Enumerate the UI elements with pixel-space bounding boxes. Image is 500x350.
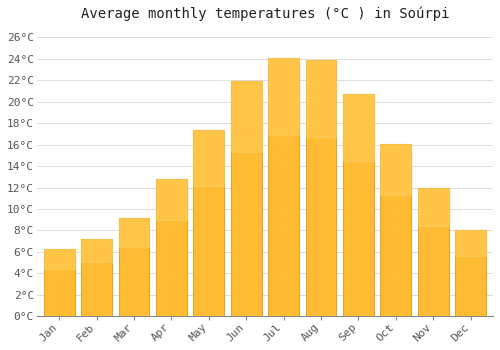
Bar [456, 230, 486, 316]
Bar [44, 248, 74, 269]
Title: Average monthly temperatures (°C ) in Soúrpi: Average monthly temperatures (°C ) in So… [80, 7, 449, 21]
Bar [156, 179, 186, 316]
Bar [268, 58, 299, 316]
Bar [418, 188, 448, 226]
Bar [380, 144, 411, 195]
Bar [118, 217, 150, 316]
Bar [456, 230, 486, 256]
Bar [380, 144, 411, 316]
Bar [231, 82, 262, 152]
Bar [194, 130, 224, 186]
Bar [306, 60, 336, 316]
Bar [156, 179, 186, 220]
Bar [81, 239, 112, 316]
Bar [81, 239, 112, 262]
Bar [231, 82, 262, 316]
Bar [343, 94, 374, 316]
Bar [194, 130, 224, 316]
Bar [306, 60, 336, 137]
Bar [418, 188, 448, 316]
Bar [44, 248, 74, 316]
Bar [268, 58, 299, 135]
Bar [343, 94, 374, 161]
Bar [118, 217, 150, 247]
